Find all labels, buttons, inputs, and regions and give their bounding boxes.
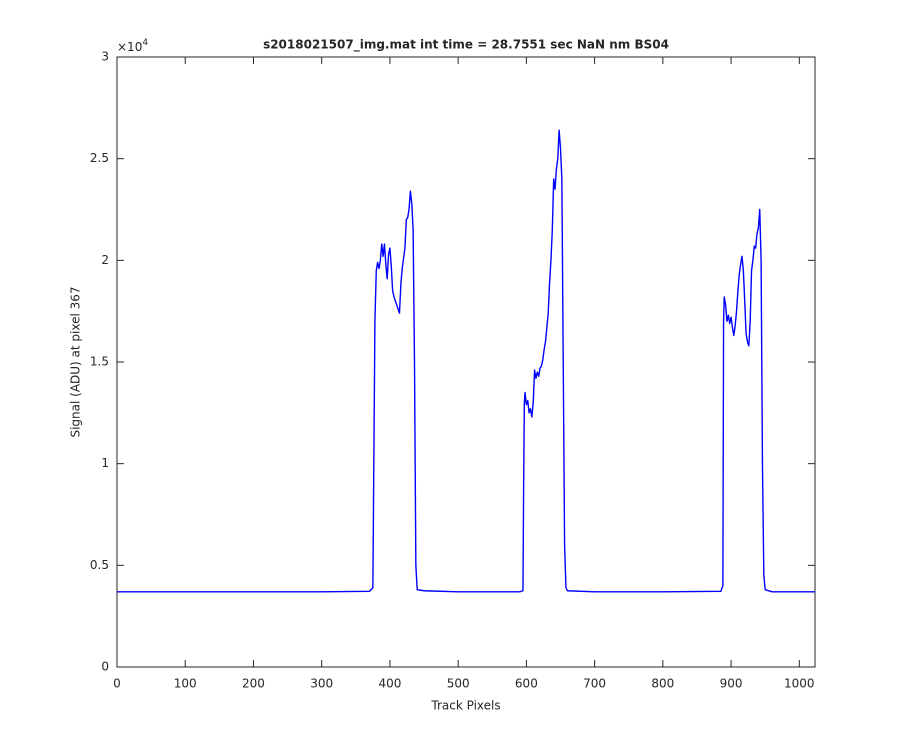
x-tick-label: 0 — [113, 677, 121, 691]
x-tick-label: 400 — [378, 677, 401, 691]
x-tick-label: 200 — [242, 677, 265, 691]
y-tick-label: 0 — [101, 660, 109, 674]
x-tick-label: 500 — [447, 677, 470, 691]
y-tick-label: 2 — [101, 253, 109, 267]
y-tick-label: 1 — [101, 456, 109, 470]
y-multiplier-exponent: 4 — [142, 38, 148, 48]
y-tick-label: 0.5 — [90, 558, 109, 572]
y-multiplier-base: ×10 — [117, 40, 142, 54]
x-tick-label: 800 — [651, 677, 674, 691]
data-line — [117, 129, 815, 593]
x-axis-label: Track Pixels — [430, 699, 500, 713]
x-tick-label: 600 — [515, 677, 538, 691]
x-tick-label: 900 — [720, 677, 743, 691]
chart-title: s2018021507_img.mat int time = 28.7551 s… — [263, 38, 669, 53]
x-tick-label: 700 — [583, 677, 606, 691]
x-tick-label: 300 — [310, 677, 333, 691]
y-tick-label: 3 — [101, 50, 109, 64]
x-tick-label: 100 — [174, 677, 197, 691]
x-tick-label: 1000 — [784, 677, 815, 691]
y-multiplier: ×104 — [117, 38, 148, 54]
y-tick-label: 1.5 — [90, 355, 109, 369]
y-axis-label: Signal (ADU) at pixel 367 — [69, 286, 83, 437]
y-tick-label: 2.5 — [90, 151, 109, 165]
